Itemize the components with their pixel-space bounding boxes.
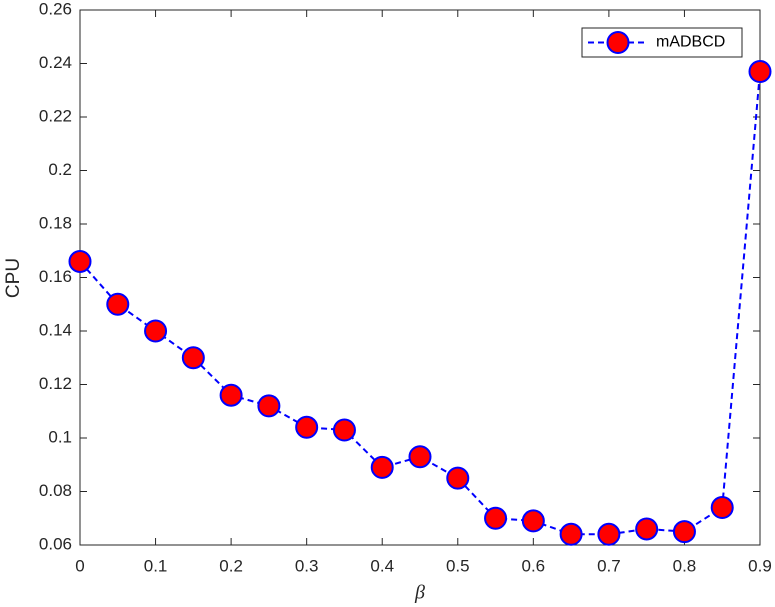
data-point (408, 445, 432, 469)
y-tick-label: 0.16 (39, 267, 72, 286)
x-tick-label: 0.5 (446, 556, 470, 575)
x-tick-label: 0.6 (522, 556, 546, 575)
data-point (521, 509, 545, 533)
data-point (748, 60, 772, 84)
y-tick-label: 0.06 (39, 534, 72, 553)
data-point (635, 517, 659, 541)
y-tick-label: 0.14 (39, 320, 72, 339)
x-tick-label: 0.4 (370, 556, 394, 575)
y-tick-label: 0.1 (48, 427, 72, 446)
legend-marker (606, 31, 630, 54)
y-tick-label: 0.26 (39, 0, 72, 18)
data-point (68, 249, 92, 273)
legend-label: mADBCD (656, 34, 725, 51)
data-point (219, 383, 243, 407)
y-tick-label: 0.08 (39, 481, 72, 500)
y-tick-label: 0.2 (48, 160, 72, 179)
y-tick-label: 0.24 (39, 53, 72, 72)
y-tick-label: 0.18 (39, 213, 72, 232)
data-point (144, 319, 168, 343)
data-point (672, 520, 696, 544)
x-tick-label: 0.8 (673, 556, 697, 575)
x-tick-label: 0 (75, 556, 84, 575)
x-tick-label: 0.3 (295, 556, 319, 575)
x-axis-label: β (414, 582, 425, 604)
data-point (181, 346, 205, 370)
data-point (559, 522, 583, 546)
data-point (710, 496, 734, 520)
data-point (446, 466, 470, 490)
data-point (332, 418, 356, 442)
data-point (597, 522, 621, 546)
y-tick-label: 0.12 (39, 374, 72, 393)
x-tick-label: 0.9 (748, 556, 772, 575)
x-tick-label: 0.1 (144, 556, 168, 575)
data-point (484, 506, 508, 530)
y-tick-label: 0.22 (39, 106, 72, 125)
x-tick-label: 0.2 (219, 556, 243, 575)
y-axis-label: CPU (3, 258, 24, 298)
data-point (370, 455, 394, 479)
data-point (295, 415, 319, 439)
data-point (106, 292, 130, 316)
data-point (257, 394, 281, 418)
x-tick-label: 0.7 (597, 556, 621, 575)
